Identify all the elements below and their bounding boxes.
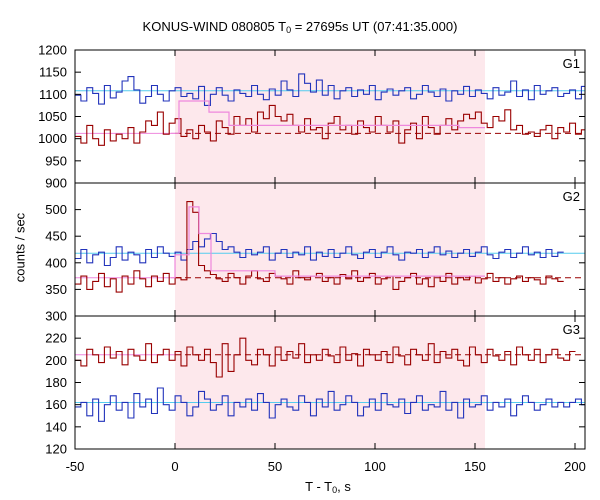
y-tick-label: 300 — [45, 309, 67, 324]
y-tick-label: 450 — [45, 229, 67, 244]
panel-frame — [74, 315, 586, 450]
step-series-blue — [75, 73, 585, 106]
x-tick-label: 50 — [268, 459, 282, 474]
burst-profile-pink — [171, 206, 485, 279]
x-tick-label: 200 — [564, 459, 586, 474]
y-tick-label: 350 — [45, 282, 67, 297]
x-axis-label-subscript: 0 — [332, 485, 338, 495]
y-tick-label: 120 — [45, 442, 67, 457]
y-tick-label: 1050 — [38, 109, 67, 124]
y-tick-label: 160 — [45, 397, 67, 412]
chart-title-subscript: 0 — [286, 25, 292, 35]
panel-label: G3 — [563, 322, 580, 337]
x-tick-label: 100 — [364, 459, 386, 474]
tick-labels-layer: 90095010001050110011501200G1300350400450… — [38, 43, 586, 475]
y-tick-label: 950 — [45, 153, 67, 168]
x-axis-label-tail: , s — [337, 479, 351, 494]
chart-title-rest: = 27695s UT (07:41:35.000) — [291, 19, 458, 34]
y-tick-label: 1150 — [39, 65, 67, 80]
y-tick-label: 180 — [45, 375, 67, 390]
panel-g1-series — [75, 73, 585, 146]
x-tick-label: 150 — [464, 459, 486, 474]
panel-label: G2 — [563, 189, 580, 204]
y-tick-label: 1000 — [38, 131, 67, 146]
step-series-blue — [75, 232, 564, 267]
step-series-blue — [75, 387, 585, 422]
panel-g3-series — [75, 337, 585, 422]
chart-title: KONUS-WIND 080805 T0 = 27695s UT (07:41:… — [0, 19, 600, 35]
x-axis-label-main: T - T — [305, 479, 333, 494]
panel-label: G1 — [563, 56, 580, 71]
y-tick-label: 500 — [45, 202, 67, 217]
frame-layer — [74, 49, 586, 450]
step-series-red — [75, 201, 564, 293]
panel-g2-series — [75, 201, 585, 293]
series-layer — [75, 73, 585, 422]
x-axis-label: T - T0, s — [0, 479, 600, 495]
y-tick-label: 200 — [45, 353, 67, 368]
y-tick-label: 900 — [45, 176, 67, 191]
x-tick-label: -50 — [66, 459, 85, 474]
x-tick-label: 0 — [171, 459, 178, 474]
burst-profile-pink — [171, 100, 485, 134]
y-tick-label: 220 — [45, 331, 67, 346]
y-axis-label: counts / sec — [12, 212, 28, 283]
chart-title-main: KONUS-WIND 080805 T — [142, 19, 287, 34]
step-series-red — [75, 337, 576, 378]
y-tick-label: 140 — [45, 419, 67, 434]
y-tick-label: 1100 — [39, 87, 67, 102]
step-series-red — [75, 104, 585, 146]
y-tick-label: 1200 — [38, 43, 67, 58]
y-tick-label: 400 — [45, 255, 67, 270]
